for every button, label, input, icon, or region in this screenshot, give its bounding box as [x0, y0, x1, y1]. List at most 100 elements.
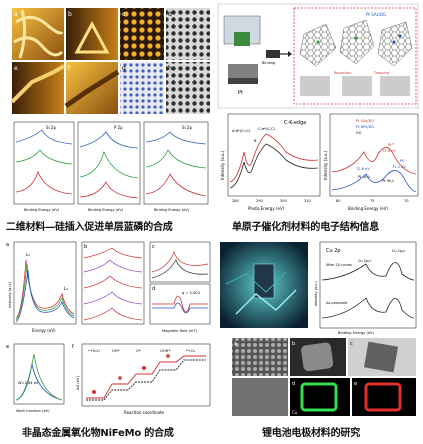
- stm-image-d: [166, 8, 210, 60]
- svg-text:b: b: [292, 341, 295, 347]
- plot-b: b: [81, 241, 145, 325]
- svg-text:Binding Energy (eV): Binding Energy (eV): [338, 331, 375, 335]
- svg-text:Cu 2p: Cu 2p: [326, 248, 341, 254]
- dashed-process-box: [293, 7, 417, 105]
- svg-text:e: e: [354, 381, 357, 387]
- q1-panel: a b c d e f g h Si 2p Binding Energy (eV…: [2, 2, 214, 214]
- svg-text:Photo Energy (eV): Photo Energy (eV): [248, 206, 285, 211]
- c-k-edge-plot: C-K-edge A:π*(C=C) C:σ*(C-C) B 280 290 3…: [220, 113, 321, 211]
- svg-text:e: e: [6, 344, 9, 350]
- q4-panel: Cu 2p After 20 cycles As-prepared Cu 2p₁…: [216, 234, 421, 418]
- caption-q4: 锂电池电极材料的研究: [262, 428, 360, 439]
- svg-text:After 20 cycles: After 20 cycles: [326, 263, 352, 267]
- plot-d: d g = 2.003 Magnetic field (mT): [149, 283, 211, 333]
- graphene-sheet-1: [299, 23, 337, 67]
- svg-text:a: a: [234, 341, 237, 347]
- svg-text:Cu: Cu: [292, 410, 298, 415]
- svg-text:Pt 4f₅/₂: Pt 4f₅/₂: [382, 179, 395, 183]
- svg-text:Reduction: Reduction: [334, 71, 352, 75]
- cu-2p-plot: Cu 2p After 20 cycles As-prepared Cu 2p₁…: [314, 241, 417, 335]
- xps-plot-3: Si 2p Binding Energy (eV): [143, 121, 209, 212]
- svg-text:d: d: [292, 381, 295, 387]
- svg-text:L₂: L₂: [64, 286, 68, 291]
- stm-image-h: [166, 62, 210, 114]
- svg-text:Si 2p: Si 2p: [182, 125, 192, 130]
- svg-text:Reaction coordinate: Reaction coordinate: [124, 410, 165, 415]
- svg-text:*+O₂: *+O₂: [186, 349, 196, 353]
- xps-plot-1: Si 2p Binding Energy (eV): [13, 121, 75, 212]
- svg-text:73.6 eV: 73.6 eV: [382, 149, 396, 153]
- panel-letter-a: a: [14, 11, 18, 18]
- xps-plot-2: P 2p Binding Energy (eV): [77, 121, 141, 212]
- svg-text:OH*: OH*: [112, 349, 120, 353]
- svg-text:Binding Energy (eV): Binding Energy (eV): [88, 208, 124, 212]
- svg-text:71.2 eV: 71.2 eV: [392, 165, 406, 169]
- svg-text:OOH*: OOH*: [160, 349, 170, 353]
- svg-text:Cu 2p₁/₂: Cu 2p₁/₂: [358, 259, 372, 263]
- tick-label: 300: [280, 199, 287, 203]
- svg-text:B: B: [254, 139, 257, 143]
- stm-image-g: [120, 62, 164, 114]
- svg-text:Pt SAs/DG: Pt SAs/DG: [366, 12, 386, 17]
- svg-text:P 2p: P 2p: [114, 125, 123, 130]
- svg-text:Work function (eV): Work function (eV): [16, 409, 50, 413]
- svg-text:C-K-edge: C-K-edge: [284, 120, 306, 126]
- hrtem-image: [232, 378, 288, 416]
- svg-text:Pt NPs/DG: Pt NPs/DG: [356, 125, 374, 129]
- svg-text:Intensity (a.u.): Intensity (a.u.): [323, 150, 328, 180]
- pt-foil-schematic: Pt: [223, 15, 261, 96]
- stm-image-a: [12, 8, 64, 60]
- tick-label: 75: [370, 199, 374, 203]
- tick-label: 70: [404, 199, 408, 203]
- svg-text:Trapping: Trapping: [373, 71, 389, 75]
- tick-label: 310: [304, 199, 311, 203]
- svg-text:As-prepared: As-prepared: [326, 301, 347, 305]
- svg-text:72.6 eV: 72.6 eV: [356, 167, 370, 171]
- svg-text:W=2.44 eV: W=2.44 eV: [18, 381, 39, 385]
- panel-letter-d: d: [168, 11, 172, 18]
- svg-text:Pt²⁺: Pt²⁺: [388, 143, 395, 147]
- panel-letter-c: c: [122, 11, 125, 18]
- svg-text:Binding Energy (eV): Binding Energy (eV): [24, 208, 60, 212]
- svg-text:Binding: Binding: [262, 61, 275, 65]
- svg-text:b: b: [84, 244, 87, 250]
- panel-letter-f: f: [68, 65, 71, 72]
- svg-text:O*: O*: [136, 349, 141, 353]
- svg-text:Binding Energy (eV): Binding Energy (eV): [154, 208, 190, 212]
- svg-text:f: f: [72, 344, 74, 350]
- plot-e: e W=2.44 eV Work function (eV): [6, 343, 65, 413]
- caption-q1: 二维材料—硅插入促进单层蓝磷的合成: [6, 222, 173, 233]
- q3-figure: a L₃ L₂ Energy (eV) Intensity (a.u.) b c: [6, 241, 211, 415]
- svg-text:Intensity (a.u.): Intensity (a.u.): [8, 281, 12, 308]
- svg-text:g = 2.003: g = 2.003: [182, 291, 200, 295]
- svg-text:Magnetic field (mT): Magnetic field (mT): [162, 329, 198, 333]
- svg-text:ΔG (eV): ΔG (eV): [76, 376, 80, 390]
- svg-text:Cu 2p₃/₂: Cu 2p₃/₂: [392, 249, 406, 253]
- sem-image-a: [232, 338, 288, 376]
- q2-figure: Pt Binding Pt SAs/DG Reduction Trapping …: [217, 3, 419, 211]
- graphene-sheet-3: [377, 21, 413, 67]
- svg-text:Intensity (a.u.): Intensity (a.u.): [220, 150, 225, 180]
- svg-text:a: a: [6, 242, 9, 248]
- tick-label: 280: [232, 199, 239, 203]
- svg-text:Energy (eV): Energy (eV): [32, 328, 56, 333]
- plot-a: a L₃ L₂ Energy (eV) Intensity (a.u.): [6, 241, 77, 333]
- caption-q2: 单原子催化剂材料的电子结构信息: [232, 222, 379, 233]
- svg-text:Binding Energy (eV): Binding Energy (eV): [348, 206, 388, 211]
- panel-letter-h: h: [168, 65, 172, 72]
- graphene-sheet-2: [339, 19, 375, 65]
- tick-label: 80: [336, 199, 340, 203]
- svg-text:Pt⁰: Pt⁰: [400, 159, 406, 163]
- panel-letter-b: b: [68, 11, 72, 18]
- pt-4f-plot: Pt SAs/DG Pt NPs/DG DG Pt²⁺ 73.6 eV Pt⁰ …: [323, 113, 419, 211]
- q3-panel: a L₃ L₂ Energy (eV) Intensity (a.u.) b c: [2, 234, 214, 418]
- plot-f: f *+H₂O OH* O* OOH* *+O₂ Reaction coordi…: [72, 343, 211, 415]
- q2-panel: Pt Binding Pt SAs/DG Reduction Trapping …: [216, 2, 421, 214]
- svg-text:Pt SAs/DG: Pt SAs/DG: [356, 119, 374, 123]
- panel-letter-e: e: [14, 65, 18, 72]
- caption-q3: 非晶态金属氧化物NiFeMo 的合成: [22, 428, 174, 439]
- q1-figure: a b c d e f g h Si 2p Binding Energy (eV…: [10, 8, 210, 212]
- tick-label: 290: [256, 199, 263, 203]
- stm-image-c: [120, 8, 164, 60]
- svg-text:c: c: [350, 341, 353, 347]
